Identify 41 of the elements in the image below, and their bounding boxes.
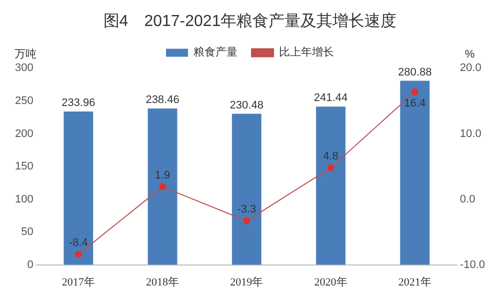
y2-tick-label: -10.0 — [460, 258, 486, 271]
data-label: 230.48 — [230, 99, 264, 112]
y-tick-label: 100 — [14, 193, 34, 206]
bar — [232, 114, 262, 265]
point — [243, 217, 250, 224]
point — [411, 88, 418, 96]
y-tick-label: 150 — [14, 160, 34, 173]
data-label: 238.46 — [146, 94, 180, 106]
data-label: 280.88 — [398, 66, 432, 78]
y-axis-title: 万吨 — [14, 48, 36, 61]
y-tick-label: 0 — [27, 258, 34, 271]
data-label: -3.3 — [237, 203, 256, 216]
bar — [316, 106, 346, 265]
x-tick-label: 2017年 — [62, 276, 95, 288]
y-tick-label: 300 — [14, 62, 34, 74]
y-tick-label: 250 — [14, 95, 34, 107]
y2-axis-title: % — [464, 48, 475, 61]
y2-tick-label: 20.0 — [460, 62, 482, 74]
y2-tick-label: 0.0 — [460, 193, 476, 206]
data-label: -8.4 — [68, 236, 88, 249]
y-tick-label: 200 — [14, 128, 34, 140]
chart-title: 图4 2017-2021年粮食产量及其增长速度 — [103, 12, 397, 30]
data-label: 241.44 — [314, 92, 348, 104]
data-label: 233.96 — [62, 97, 96, 110]
x-tick-label: 2019年 — [230, 276, 264, 288]
point — [327, 164, 334, 172]
legend-label: 粮食产量 — [194, 46, 238, 59]
bar — [148, 108, 178, 265]
data-label: 4.8 — [323, 150, 338, 162]
y-tick-label: 50 — [21, 226, 34, 238]
y2-tick-label: 10.0 — [460, 128, 482, 140]
bar — [64, 111, 94, 265]
x-tick-label: 2018年 — [146, 276, 180, 288]
x-tick-label: 2021年 — [398, 276, 432, 288]
x-tick-label: 2020年 — [314, 276, 348, 288]
point — [159, 183, 166, 190]
point — [74, 250, 82, 258]
data-label: 16.4 — [404, 97, 426, 110]
legend-label: 比上年增长 — [279, 46, 334, 59]
data-label: 1.9 — [154, 169, 170, 182]
bar — [400, 80, 430, 265]
